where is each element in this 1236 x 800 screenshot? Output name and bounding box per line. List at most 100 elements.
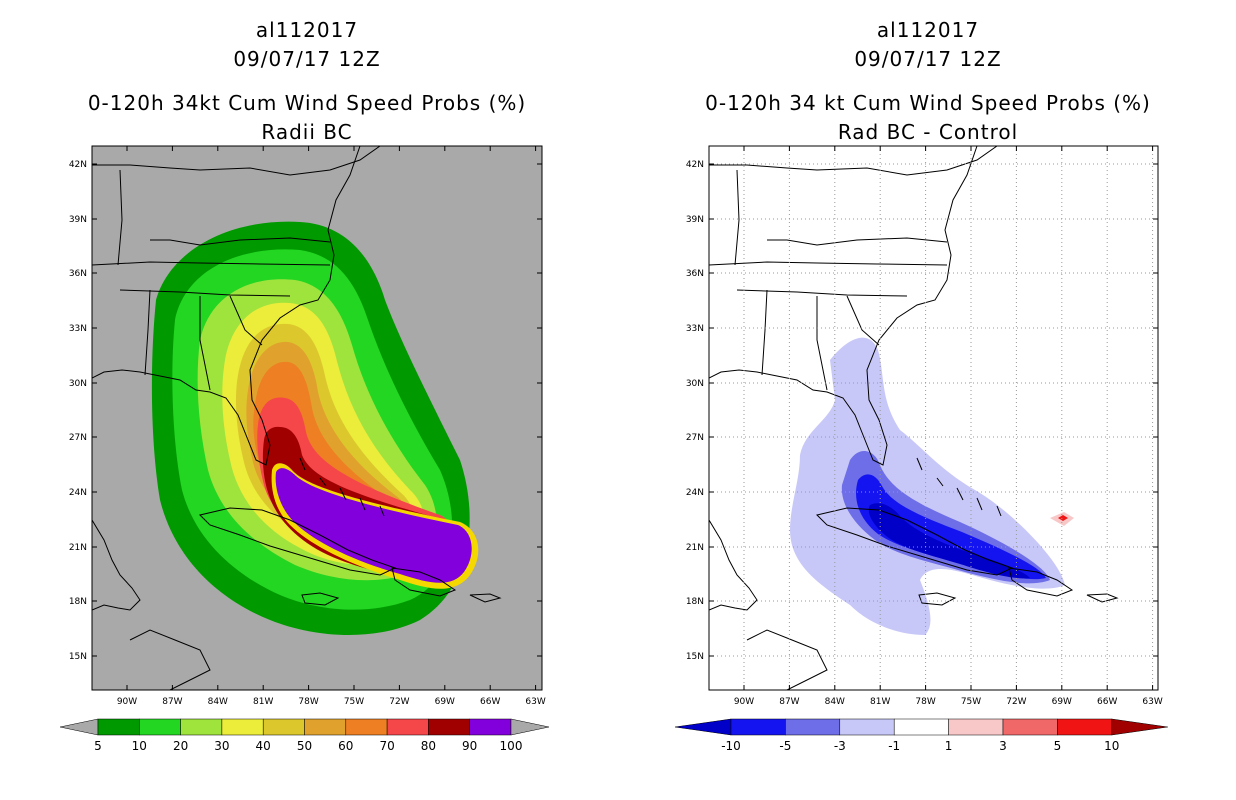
colorbar-box: [139, 718, 181, 736]
colorbar-box: [97, 718, 140, 736]
left-map-frame: [91, 145, 543, 691]
lon-label: 84W: [208, 697, 228, 707]
colorbar-label: 10: [1104, 739, 1119, 753]
lon-label: 63W: [1142, 697, 1162, 707]
lat-label: 36N: [686, 269, 704, 279]
lat-label: 33N: [69, 324, 87, 334]
colorbar-box: [345, 718, 388, 736]
diff-contour-minus10: [868, 503, 1030, 579]
right-map-frame: [708, 145, 1159, 691]
colorbar-label: 3: [999, 739, 1007, 753]
left-datetime: 09/07/17 12Z: [233, 47, 381, 71]
lon-label: 63W: [525, 697, 545, 707]
colorbar-box: [469, 718, 512, 736]
lat-label: 42N: [69, 160, 87, 170]
right-gridlines: [709, 146, 1158, 690]
left-lon-labels: 90W 87W 84W 81W 78W 75W 72W 69W 66W 63W: [117, 146, 546, 707]
right-subtitle: Rad BC - Control: [837, 120, 1019, 144]
colorbar-lower-arrow: [674, 718, 732, 736]
lon-label: 90W: [117, 697, 137, 707]
lat-label: 18N: [69, 597, 87, 607]
lon-label: 66W: [1097, 697, 1117, 707]
right-datetime: 09/07/17 12Z: [854, 47, 1002, 71]
right-map-panel: 42N 39N 36N 33N 30N 27N 24N 21N 18N 15N 90W 87W 84W…: [674, 145, 1168, 753]
colorbar-label: 100: [500, 739, 523, 753]
lon-label: 69W: [435, 697, 455, 707]
coastlines: [92, 146, 502, 690]
colorbar-box: [180, 718, 223, 736]
lon-label: 78W: [915, 697, 935, 707]
colorbar-label: -3: [834, 739, 846, 753]
lon-label: 69W: [1052, 697, 1072, 707]
coastlines-right: [709, 146, 1119, 690]
lon-label: 87W: [162, 697, 182, 707]
lon-label: 84W: [825, 697, 845, 707]
colorbar-box: [262, 718, 305, 736]
lat-label: 24N: [69, 488, 87, 498]
colorbar-box: [730, 718, 786, 736]
colorbar-label: 60: [338, 739, 353, 753]
colorbar-box: [1057, 718, 1113, 736]
lon-label: 75W: [344, 697, 364, 707]
lat-label: 21N: [69, 543, 87, 553]
lon-label: 87W: [779, 697, 799, 707]
lat-label: 21N: [686, 543, 704, 553]
right-colorbar: -10 -5 -3 -1 1 3 5 10: [674, 718, 1168, 753]
colorbar-label: -1: [888, 739, 900, 753]
lat-label: 36N: [69, 269, 87, 279]
colorbar-label: 5: [94, 739, 102, 753]
colorbar-box: [839, 718, 895, 736]
lon-label: 78W: [298, 697, 318, 707]
colorbar-label: 50: [297, 739, 312, 753]
lon-label: 81W: [870, 697, 890, 707]
left-title: 0-120h 34kt Cum Wind Speed Probs (%): [87, 91, 527, 115]
diff-contour-plus5: [1058, 515, 1068, 521]
colorbar-label: -5: [779, 739, 791, 753]
colorbar-label: 30: [214, 739, 229, 753]
lon-label: 81W: [253, 697, 273, 707]
right-lon-labels: 90W 87W 84W 81W 78W 75W 72W 69W 66W 63W: [734, 146, 1163, 707]
colorbar-box: [428, 718, 470, 736]
lat-label: 30N: [69, 379, 87, 389]
lat-label: 15N: [686, 652, 704, 662]
lat-label: 42N: [686, 160, 704, 170]
lat-label: 39N: [69, 215, 87, 225]
colorbar-upper-arrow: [1111, 718, 1168, 736]
colorbar-label: 20: [173, 739, 188, 753]
colorbar-box: [221, 718, 264, 736]
colorbar-box: [893, 718, 949, 736]
colorbar-label: 1: [945, 739, 953, 753]
lon-label: 72W: [389, 697, 409, 707]
left-map-panel: 42N 39N 36N 33N 30N 27N 24N 21N 18N 15N 90W 87W 84W…: [59, 145, 550, 753]
left-lat-labels: 42N 39N 36N 33N 30N 27N 24N 21N 18N 15N: [69, 160, 542, 662]
lat-label: 24N: [686, 488, 704, 498]
colorbar-label: 10: [132, 739, 147, 753]
colorbar-box: [386, 718, 429, 736]
lon-label: 90W: [734, 697, 754, 707]
colorbar-upper-arrow: [510, 718, 550, 736]
colorbar-label: 40: [256, 739, 271, 753]
lat-label: 18N: [686, 597, 704, 607]
colorbar-box: [948, 718, 1004, 736]
right-lat-labels: 42N 39N 36N 33N 30N 27N 24N 21N 18N 15N: [686, 160, 1158, 662]
prob-contour-100: [275, 468, 472, 583]
lat-label: 15N: [69, 652, 87, 662]
colorbar-box: [785, 718, 841, 736]
colorbar-label: 5: [1054, 739, 1062, 753]
colorbar-label: 80: [421, 739, 436, 753]
lat-label: 27N: [69, 433, 87, 443]
lat-label: 39N: [686, 215, 704, 225]
lon-label: 66W: [480, 697, 500, 707]
lon-label: 75W: [961, 697, 981, 707]
lat-label: 30N: [686, 379, 704, 389]
lat-label: 27N: [686, 433, 704, 443]
colorbar-label: -10: [721, 739, 741, 753]
colorbar-label: 90: [462, 739, 477, 753]
right-title: 0-120h 34 kt Cum Wind Speed Probs (%): [705, 91, 1151, 115]
lat-label: 33N: [686, 324, 704, 334]
left-storm-id: al112017: [255, 18, 359, 42]
colorbar-label: 70: [379, 739, 394, 753]
diff-contour-minus5: [856, 474, 1046, 580]
colorbar-box: [304, 718, 347, 736]
colorbar-box: [1002, 718, 1058, 736]
